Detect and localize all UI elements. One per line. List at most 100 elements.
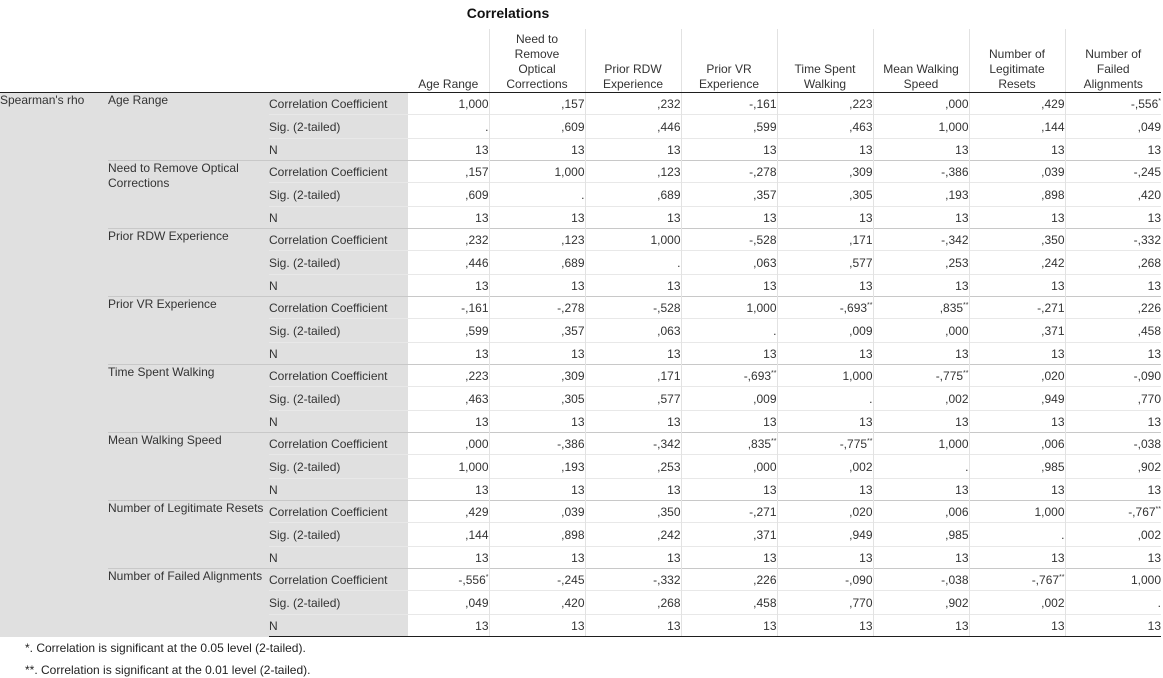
table-cell: -,528 xyxy=(680,228,777,251)
stat-label: Sig. (2-tailed) xyxy=(269,182,408,207)
table-cell: 13 xyxy=(968,138,1065,161)
table-cell: 13 xyxy=(776,478,873,501)
table-cell: ,157 xyxy=(488,92,585,115)
stat-label: N xyxy=(269,478,408,501)
table-cell: ,577 xyxy=(584,386,681,411)
method-label: Spearman's rho xyxy=(0,92,108,637)
header-row: Age Range Need to Remove Optical Corrections… xyxy=(0,29,1161,93)
table-cell: 13 xyxy=(584,274,681,297)
table-row: Prior VR Experience Correlation Coefficie… xyxy=(0,296,1161,365)
table-cell: 1,000 xyxy=(488,160,585,183)
significance-marker: ** xyxy=(963,301,969,309)
table-row: Number of Failed Alignments Correlation C… xyxy=(0,568,1161,637)
table-cell: 1,000 xyxy=(458,96,489,111)
significance-marker: * xyxy=(1158,97,1161,105)
table-cell: ,171 xyxy=(584,364,681,387)
row-variable-label: Prior VR Experience xyxy=(108,296,269,365)
table-cell: ,309 xyxy=(488,364,585,387)
table-cell: 13 xyxy=(584,410,681,433)
row-variable-label: Need to Remove Optical Corrections xyxy=(108,160,269,229)
table-cell: ,898 xyxy=(968,182,1065,207)
table-cell: -,271 xyxy=(680,500,777,523)
table-body: Spearman's rho Age Range Correlation Coeff… xyxy=(0,92,1161,637)
table-cell: ,420 xyxy=(488,590,585,615)
stat-label: Correlation Coefficient xyxy=(269,92,408,115)
table-cell: -,528 xyxy=(584,296,681,319)
table-cell: 13 xyxy=(488,478,585,501)
column-header: Age Range xyxy=(408,29,489,93)
table-cell: 13 xyxy=(488,138,585,161)
table-cell: ,309 xyxy=(776,160,873,183)
table-cell: 13 xyxy=(680,546,777,569)
table-cell: 1,000 xyxy=(680,296,777,319)
stat-label: Correlation Coefficient xyxy=(269,432,408,455)
table-row: N 13 13 13 13 13 13 13 13 xyxy=(0,274,1161,297)
table-cell: -,161 xyxy=(680,92,777,115)
table-cell: 13 xyxy=(488,342,585,365)
table-cell: -,767** xyxy=(1064,500,1161,523)
row-variable-label: Prior RDW Experience xyxy=(108,228,269,297)
table-cell: -,342 xyxy=(872,228,969,251)
column-header: Number of Failed Alignments xyxy=(1064,29,1161,93)
table-cell: ,305 xyxy=(776,182,873,207)
stat-label: Correlation Coefficient xyxy=(269,500,408,523)
significance-marker: ** xyxy=(867,437,873,445)
table-cell: ,599 xyxy=(408,318,489,343)
table-row: Sig. (2-tailed). ,609,446,599,463 1,000,14… xyxy=(0,114,1161,139)
table-cell: -,767** xyxy=(968,568,1065,591)
table-cell: ,268 xyxy=(1064,250,1161,275)
row-variable-label: Age Range xyxy=(108,92,269,161)
table-cell: -,775** xyxy=(776,432,873,455)
stat-label: N xyxy=(269,342,408,365)
table-cell: . xyxy=(408,114,489,139)
table-cell: -,693** xyxy=(776,296,873,319)
table-cell: ,770 xyxy=(1064,386,1161,411)
table-cell: 13 xyxy=(776,410,873,433)
table-cell: 13 xyxy=(488,410,585,433)
table-cell: ,463 xyxy=(408,386,489,411)
table-row: N 13 13 13 13 13 13 13 13 xyxy=(0,410,1161,433)
table-row: Sig. (2-tailed) 1,000,193,253,000,002. ,98… xyxy=(0,454,1161,479)
table-cell: 13 xyxy=(872,478,969,501)
table-cell: ,002 xyxy=(968,590,1065,615)
table-row: Sig. (2-tailed) ,144,898,242,371,949,985.… xyxy=(0,522,1161,547)
significance-marker: ** xyxy=(1155,505,1161,513)
table-cell: ,305 xyxy=(488,386,585,411)
stat-label: Correlation Coefficient xyxy=(269,568,408,591)
table-cell: ,268 xyxy=(584,590,681,615)
table-cell: -,386 xyxy=(488,432,585,455)
table-cell: ,577 xyxy=(776,250,873,275)
table-cell: 13 xyxy=(680,274,777,297)
table-cell: 1,000 xyxy=(872,432,969,455)
table-cell: ,039 xyxy=(488,500,585,523)
table-cell: ,157 xyxy=(408,160,489,183)
table-cell: 13 xyxy=(680,478,777,501)
table-cell: 13 xyxy=(1064,410,1161,433)
table-cell: 13 xyxy=(1064,274,1161,297)
table-cell: ,429 xyxy=(968,92,1065,115)
stat-label: N xyxy=(269,206,408,229)
table-cell: ,039 xyxy=(968,160,1065,183)
table-cell: 13 xyxy=(1064,342,1161,365)
table-cell: 13 xyxy=(680,410,777,433)
table-cell: ,253 xyxy=(584,454,681,479)
column-header: Time Spent Walking xyxy=(776,29,873,93)
column-header: Mean Walking Speed xyxy=(872,29,969,93)
table-cell: ,350 xyxy=(968,228,1065,251)
correlations-table: Age Range Need to Remove Optical Corrections… xyxy=(0,29,1161,637)
significance-marker: ** xyxy=(771,369,777,377)
table-cell: -,386 xyxy=(872,160,969,183)
stat-label: N xyxy=(269,546,408,569)
table-cell: -,556* xyxy=(408,568,489,591)
table-cell: -,556* xyxy=(1064,92,1161,115)
table-cell: -,693** xyxy=(680,364,777,387)
stat-label: N xyxy=(269,410,408,433)
table-cell: ,949 xyxy=(776,522,873,547)
table-row: Sig. (2-tailed) ,463,305,577,009. ,002,949… xyxy=(0,386,1161,411)
table-row: Prior RDW Experience Correlation Coeffici… xyxy=(0,228,1161,297)
table-row: Number of Legitimate Resets Correlation C… xyxy=(0,500,1161,569)
table-cell: 13 xyxy=(408,546,489,569)
table-cell: ,357 xyxy=(488,318,585,343)
table-cell: 13 xyxy=(584,478,681,501)
table-cell: 13 xyxy=(584,614,681,637)
